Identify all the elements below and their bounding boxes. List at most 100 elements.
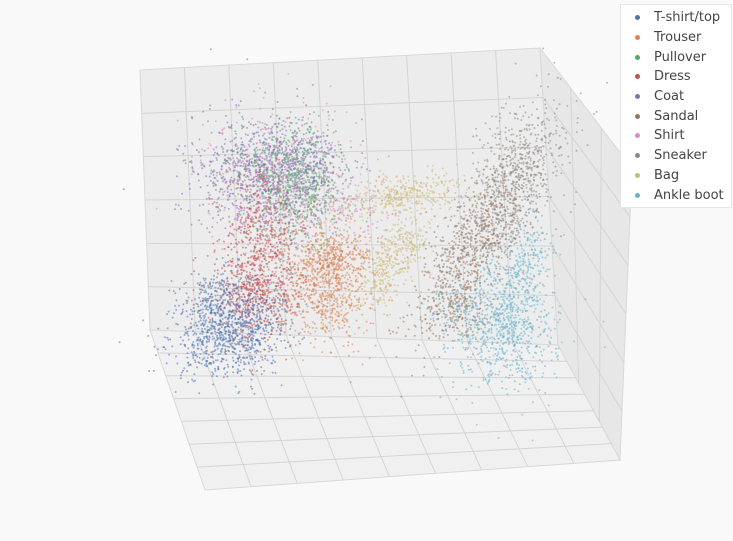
data-point xyxy=(227,323,230,326)
data-point xyxy=(258,343,261,346)
data-point xyxy=(263,348,266,351)
data-point xyxy=(254,274,257,277)
data-point xyxy=(242,212,245,215)
data-point xyxy=(261,228,264,231)
data-point xyxy=(267,303,269,306)
data-point xyxy=(207,286,210,289)
data-point xyxy=(213,201,216,204)
data-point xyxy=(301,220,304,223)
data-point xyxy=(259,269,262,272)
data-point xyxy=(247,176,250,178)
data-point xyxy=(269,322,272,325)
data-point xyxy=(202,203,205,206)
data-point xyxy=(336,199,339,202)
data-point xyxy=(192,303,195,306)
data-point xyxy=(307,164,310,167)
data-point xyxy=(308,179,311,181)
data-point xyxy=(211,375,214,378)
data-point xyxy=(347,184,350,187)
data-point xyxy=(269,275,272,278)
data-point xyxy=(307,172,310,175)
data-point xyxy=(267,292,270,295)
data-point xyxy=(241,246,244,249)
data-point xyxy=(361,363,364,366)
data-point xyxy=(223,322,226,324)
data-point xyxy=(301,188,304,191)
data-point xyxy=(249,318,252,321)
data-point xyxy=(277,149,279,152)
data-point xyxy=(332,184,335,187)
data-point xyxy=(260,373,263,376)
data-point xyxy=(209,48,212,51)
data-point xyxy=(339,169,342,172)
data-point xyxy=(288,125,291,128)
data-point xyxy=(336,227,339,230)
data-point xyxy=(283,125,286,128)
data-point xyxy=(372,322,375,325)
data-point xyxy=(199,353,202,355)
data-point xyxy=(211,202,214,205)
data-point xyxy=(223,338,226,341)
grid-line xyxy=(512,343,575,464)
data-point xyxy=(225,340,228,343)
data-point xyxy=(334,230,337,233)
data-point xyxy=(211,235,214,238)
data-point xyxy=(295,132,298,135)
data-point xyxy=(221,357,223,360)
data-point xyxy=(272,202,275,205)
data-point xyxy=(204,313,207,315)
data-point xyxy=(295,282,298,285)
data-point xyxy=(231,260,233,263)
data-point xyxy=(322,109,324,112)
data-point xyxy=(268,219,271,222)
data-point xyxy=(302,210,305,213)
data-point xyxy=(213,182,216,185)
data-point xyxy=(221,191,224,194)
data-point xyxy=(261,151,263,154)
data-point xyxy=(296,264,299,266)
data-point xyxy=(213,269,216,272)
data-point xyxy=(269,213,272,216)
data-point xyxy=(296,175,299,178)
data-point xyxy=(222,334,224,337)
data-point xyxy=(342,315,345,318)
data-point xyxy=(306,175,309,178)
data-point xyxy=(264,183,267,186)
data-point xyxy=(289,235,292,238)
data-point xyxy=(279,321,282,324)
data-point xyxy=(213,330,216,333)
data-point xyxy=(230,242,232,245)
data-point xyxy=(231,356,234,359)
data-point xyxy=(219,338,222,341)
data-point xyxy=(295,122,298,125)
data-point xyxy=(267,318,269,321)
data-point xyxy=(231,153,233,156)
data-point xyxy=(249,299,252,302)
data-point xyxy=(339,277,342,280)
data-point xyxy=(231,179,233,182)
data-point xyxy=(178,144,181,147)
data-point xyxy=(248,301,251,304)
data-point xyxy=(251,328,254,331)
data-point xyxy=(260,366,263,369)
data-point xyxy=(187,381,189,384)
data-point xyxy=(365,320,368,323)
data-point xyxy=(264,179,267,182)
data-point xyxy=(182,369,185,372)
data-point xyxy=(205,197,208,200)
data-point xyxy=(344,220,347,222)
data-point xyxy=(310,121,313,124)
data-point xyxy=(350,195,352,198)
data-point xyxy=(273,146,276,149)
data-point xyxy=(243,173,246,176)
data-point xyxy=(270,179,273,182)
data-point xyxy=(249,250,252,253)
data-point xyxy=(273,164,276,166)
data-point xyxy=(351,289,354,292)
data-point xyxy=(192,357,195,359)
data-point xyxy=(269,145,272,148)
data-point xyxy=(236,243,238,246)
data-point xyxy=(208,340,210,343)
data-point xyxy=(244,246,247,249)
data-point xyxy=(286,215,289,218)
